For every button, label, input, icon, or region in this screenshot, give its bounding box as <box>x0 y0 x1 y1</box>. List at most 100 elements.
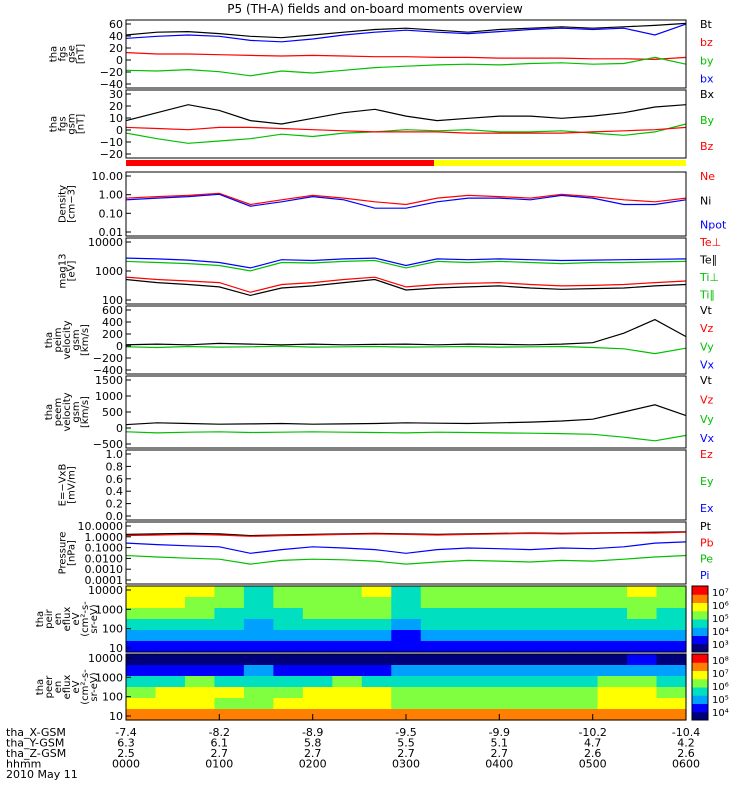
panel-peem-velocity: 1500 1000 500 0 −500 thapeemvelocitygsm[km/s]… <box>44 374 715 451</box>
heat-cell <box>450 619 481 631</box>
y-tick-label: 0 <box>116 422 123 435</box>
x-row-value: 5.1 <box>491 737 509 750</box>
y-axis-label: (cm²-s- <box>80 601 91 637</box>
y-tick-label: 1.00 <box>99 189 124 202</box>
heat-cell <box>509 709 540 721</box>
heat-cell <box>155 709 186 721</box>
heat-cell <box>568 665 599 677</box>
y-tick-label: 10.00 <box>92 170 124 183</box>
heat-cell <box>155 687 186 699</box>
y-axis-label: [cm−3] <box>67 185 78 223</box>
heat-cell <box>126 698 157 710</box>
heat-cell <box>243 586 274 598</box>
heat-cell <box>361 676 392 688</box>
heat-cell <box>126 619 157 631</box>
heat-cell <box>332 676 363 688</box>
heat-cell <box>479 608 510 620</box>
legend-entry: Vx <box>700 432 715 445</box>
y-axis-label: sr-eV) <box>89 604 100 633</box>
heat-cell <box>597 709 628 721</box>
heat-cell <box>126 654 157 666</box>
y-axis-label: en <box>53 681 64 694</box>
legend-entry: Vz <box>700 393 714 406</box>
legend-entry: Ti∥ <box>699 289 715 302</box>
colorbar-tick-label: 10⁵ <box>712 695 729 706</box>
legend-entry: Vy <box>700 413 714 426</box>
y-axis-label: peir <box>44 608 55 628</box>
heat-cell <box>597 630 628 642</box>
x-row-value: 0500 <box>579 758 607 771</box>
series-line-bx <box>125 23 687 43</box>
heat-cell <box>597 698 628 710</box>
heat-cell <box>155 586 186 598</box>
heat-cell <box>538 654 569 666</box>
heat-cell <box>302 619 333 631</box>
colorbar-step <box>692 643 708 653</box>
colorbar-tick-label: 10⁸ <box>712 656 729 667</box>
heat-cell <box>627 619 658 631</box>
heat-cell <box>243 687 274 699</box>
heat-cell <box>656 608 687 620</box>
heat-cell <box>420 597 451 609</box>
heat-cell <box>302 665 333 677</box>
panel-peer-spectrogram: 10⁸ 10⁷ 10⁶ 10⁵ 10⁴ 10000 1000 100 10 thapeerenef… <box>35 652 729 723</box>
heat-cell <box>450 597 481 609</box>
x-row-value: 0300 <box>392 758 420 771</box>
heat-cell <box>243 709 274 721</box>
y-tick-label: 0.0100 <box>85 552 124 565</box>
heat-cell <box>243 630 274 642</box>
y-tick-label: 0.2 <box>106 498 124 511</box>
heat-cell <box>184 630 216 642</box>
heat-cell <box>538 698 569 710</box>
heat-cell <box>538 641 569 653</box>
y-tick-label: 1500 <box>95 374 123 387</box>
legend-entry: Ex <box>700 502 714 515</box>
x-row-label: tha_Y-GSM <box>6 737 64 750</box>
y-tick-label: 0.8 <box>106 460 124 473</box>
y-axis-label: fgs <box>58 116 69 131</box>
heat-cell <box>538 608 569 620</box>
heat-cell <box>391 619 422 631</box>
heat-cell <box>302 641 333 653</box>
x-row-value: 6.1 <box>211 737 229 750</box>
heat-cell <box>361 630 392 642</box>
heat-cell <box>332 630 363 642</box>
heat-cell <box>450 698 481 710</box>
series-line-Pi <box>125 541 687 554</box>
heat-cell <box>214 698 245 710</box>
series-line-Te⊥ <box>125 276 687 293</box>
heat-cell <box>479 709 510 721</box>
heat-cell <box>243 597 274 609</box>
heat-cell <box>155 665 186 677</box>
series-line-bz <box>125 52 687 61</box>
heat-cell <box>479 641 510 653</box>
heat-cell <box>243 698 274 710</box>
colorbar-tick-label: 10⁶ <box>712 601 729 612</box>
panel-exb: 1.00.80.60.40.20.0 E=−VxB[mV/m] Ez Ey Ex <box>58 448 714 523</box>
y-axis-label: Density <box>58 185 69 223</box>
heat-cell <box>509 630 540 642</box>
heat-cell <box>509 687 540 699</box>
legend-entry: Vx <box>700 359 715 372</box>
y-axis-label: tha <box>35 611 46 627</box>
heat-cell <box>538 709 569 721</box>
x-row-value: 0200 <box>299 758 327 771</box>
heat-cell <box>243 641 274 653</box>
heat-cell <box>184 619 216 631</box>
heat-cell <box>214 709 245 721</box>
series-line-Pe <box>125 554 687 565</box>
heat-cell <box>627 676 658 688</box>
x-row-value: 4.7 <box>584 737 602 750</box>
heat-cell <box>656 709 687 721</box>
heat-cell <box>479 665 510 677</box>
heat-cell <box>214 597 245 609</box>
x-row-value: 4.2 <box>677 737 695 750</box>
heat-cell <box>155 676 186 688</box>
y-tick-label: 0.4 <box>106 485 124 498</box>
heat-cell <box>450 665 481 677</box>
heat-cell <box>184 709 216 721</box>
heat-cell <box>597 641 628 653</box>
